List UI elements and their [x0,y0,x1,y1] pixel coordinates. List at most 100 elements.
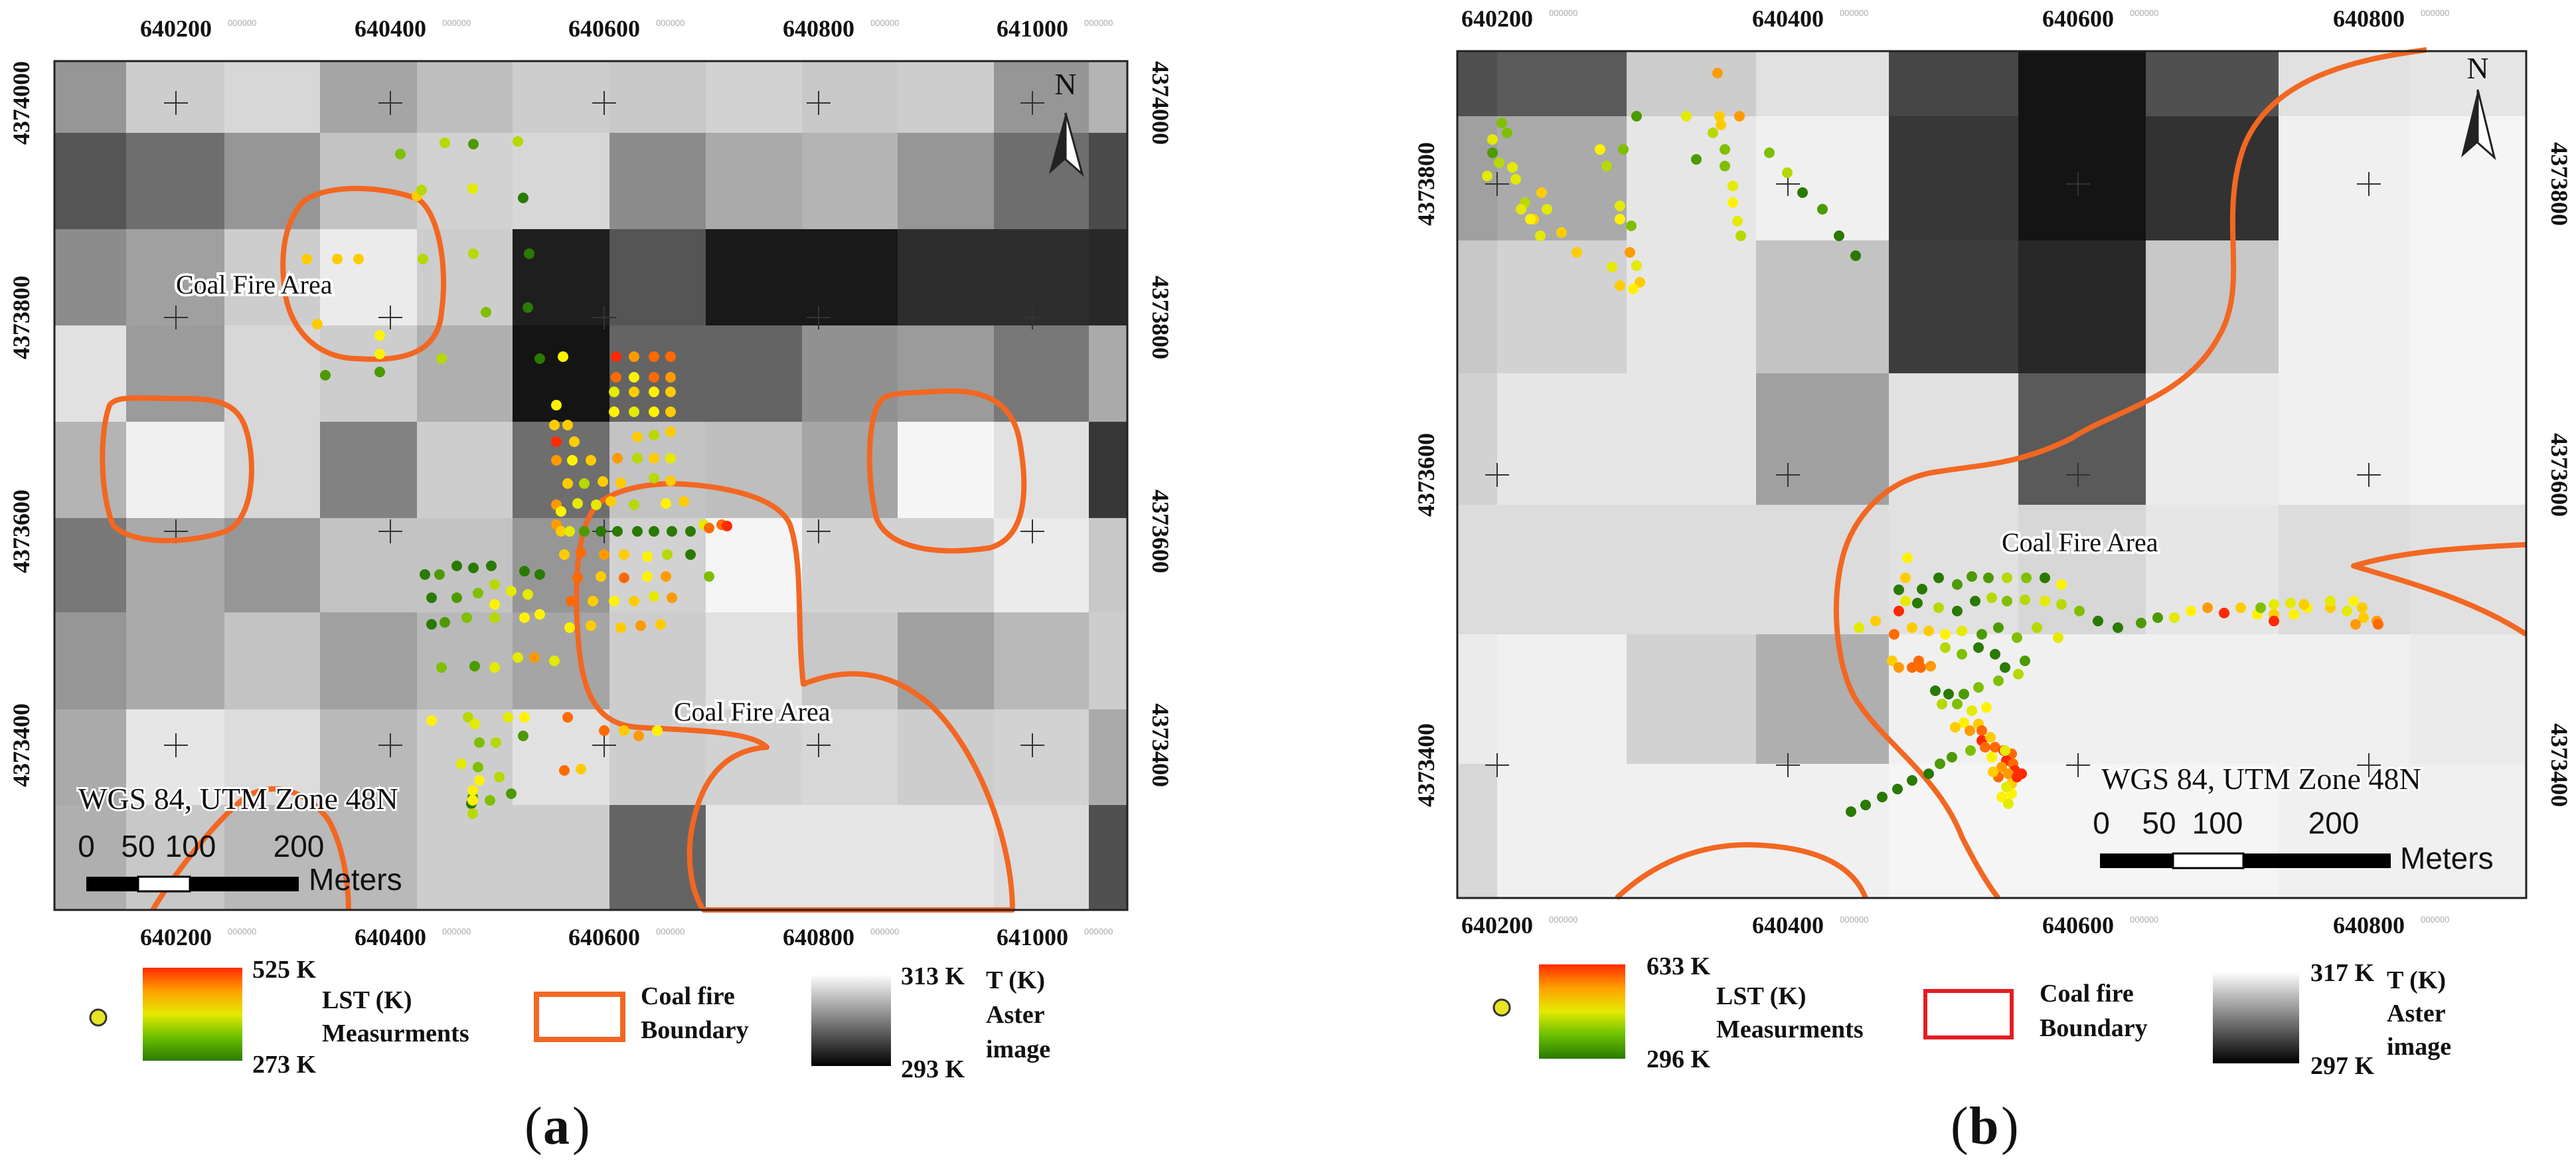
lst-point [1952,579,1963,590]
lst-point [665,387,676,397]
lst-point [1917,584,1927,594]
aster-min: 293 K [901,1055,965,1083]
lst-point [534,353,545,364]
lst-point-legend-icon [1492,998,1511,1017]
x-tick-label: 640400 [355,15,426,42]
coal-fire-boundary [574,481,1015,913]
lst-point [649,387,659,397]
aster-title: T (K) [2387,966,2446,994]
x-tick-label: 640800 [783,15,854,42]
lst-point [1525,214,1536,224]
panel-a-graticule [164,91,1044,757]
lst-point [2255,602,2266,613]
raster-cell [706,612,803,710]
lst-point [1923,768,1934,779]
panel-b-raster [1457,51,2527,899]
x-tick-suffix: 000000 [2130,8,2158,18]
raster-cell [2018,51,2146,117]
lst-point [562,478,573,489]
raster-cell [1756,373,1890,505]
lst-point [426,619,437,630]
raster-cell [1889,240,2019,374]
lst-point [1626,221,1637,231]
panel-a-legend: 525 K 273 K LST (K) Measurments Coal fir… [89,956,1050,1083]
lst-point [467,183,478,194]
lst-point [1595,144,1605,155]
lst-color-ramp [1539,964,1625,1059]
aster-title-2: Aster [986,1001,1045,1029]
x-tick-suffix: 000000 [656,18,684,28]
raster-cell [994,612,1089,710]
lst-point [1615,214,1625,224]
lst-point [566,596,576,606]
raster-cell [513,61,610,134]
lst-point [1950,722,1961,733]
lst-point [1732,216,1743,226]
lst-point [572,573,583,583]
lst-point [1834,230,1844,241]
lst-point [556,526,566,537]
lst-point [661,571,671,582]
lst-point [1870,616,1881,626]
lst-point [1714,111,1725,122]
x-tick-suffix: 000000 [228,18,256,28]
raster-cell [320,709,418,806]
y-tick-label: 4373800 [1147,276,1174,359]
raster-cell [54,709,127,806]
scale-seg [86,877,138,891]
lst-point [629,499,639,510]
lst-point [1507,162,1518,173]
raster-cell [54,422,127,519]
lst-point [662,549,673,560]
scale-200: 200 [2308,806,2360,840]
x-tick-label: 640400 [355,924,426,950]
lst-point [1728,197,1738,208]
lst-point [1893,584,1904,595]
x-tick-suffix: 000000 [2421,915,2449,925]
boundary-title: Coal fire [641,982,735,1010]
lst-point [598,476,608,487]
raster-cell [609,229,706,326]
lst-point [629,596,639,606]
lst-point [704,523,714,533]
lst-title-2: Measurments [322,1020,469,1047]
panel-b-frame [1456,50,2528,899]
raster-cell [2410,764,2527,899]
lst-point [1728,181,1738,191]
lst-point [629,387,639,397]
lst-point [440,617,450,628]
raster-cell [417,229,513,326]
raster-cell [513,805,610,911]
raster-cell [1497,51,1627,117]
lst-point [374,349,385,359]
raster-cell [224,612,321,710]
lst-point [301,254,312,264]
x-tick-label: 640800 [783,924,854,950]
lst-point [506,586,517,596]
lst-point [612,526,623,537]
x-tick-label: 640800 [2333,5,2405,32]
raster-cell [2146,116,2279,241]
aster-max: 313 K [901,962,965,990]
raster-cell [1497,764,1627,899]
lst-point [1988,766,1998,777]
lst-point [2169,612,2180,623]
lst-point [1933,573,1944,583]
coal-fire-boundary [1615,842,1868,900]
lst-point [665,453,676,464]
lst-point [665,372,676,383]
lst-point [586,620,596,631]
raster-cell [1889,764,2019,899]
coal-fire-boundary [150,786,351,912]
raster-cell [126,133,225,230]
lst-min: 296 K [1647,1045,1711,1073]
lst-point [2357,602,2368,613]
lst-point [1957,626,1967,636]
lst-point [609,387,619,397]
raster-cell [320,422,418,519]
lst-point [567,455,578,466]
lst-point [2152,612,2163,623]
lst-point [655,619,666,630]
lst-point [2373,619,2383,630]
panel-b-scale-bar: 0 50 100 200 Meters [2093,806,2493,875]
